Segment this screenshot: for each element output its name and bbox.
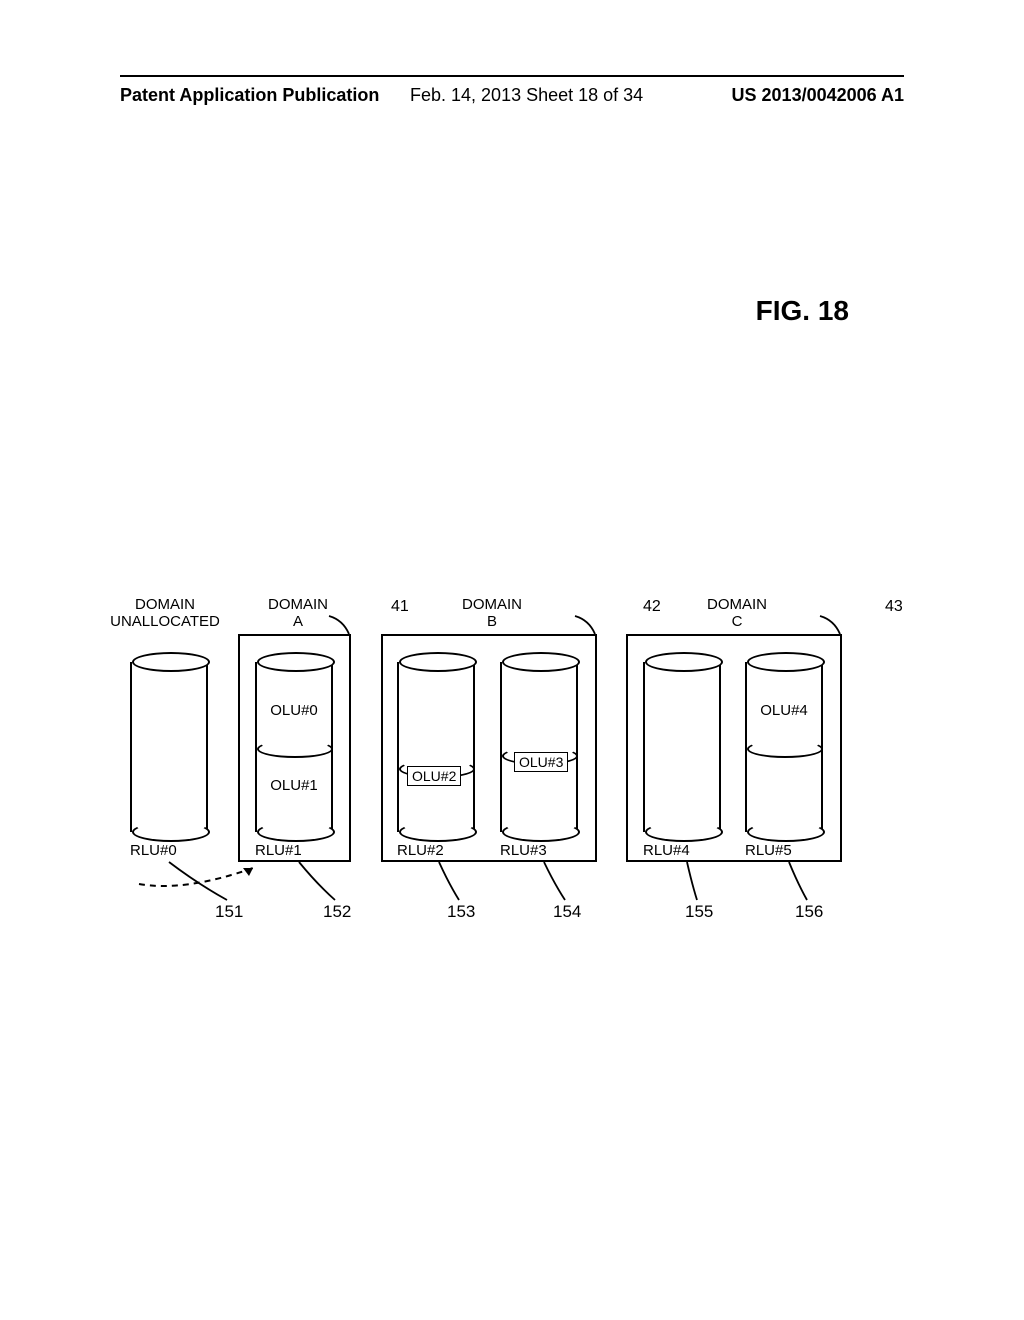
cylinder-bottom: [747, 822, 825, 842]
rlu-label: RLU#2: [397, 842, 475, 859]
olu-box-label: OLU#3: [514, 752, 568, 772]
header-rule: [120, 75, 904, 77]
cylinder: OLU#3: [500, 662, 578, 832]
cylinder-body: OLU#3: [500, 662, 578, 832]
cylinder-body: [643, 662, 721, 832]
figure-diagram: DOMAINUNALLOCATEDDOMAINADOMAINBDOMAINC41…: [95, 592, 935, 922]
cylinder-bottom: [502, 822, 580, 842]
header-left: Patent Application Publication: [120, 85, 379, 106]
olu-label: OLU#4: [747, 702, 821, 719]
domain-label: DOMAINB: [457, 596, 527, 631]
reference-number: 155: [685, 902, 713, 922]
header-right: US 2013/0042006 A1: [732, 85, 904, 106]
cylinder-top: [645, 652, 723, 672]
olu-box-label: OLU#2: [407, 766, 461, 786]
reference-number: 154: [553, 902, 581, 922]
olu-label: OLU#0: [257, 702, 331, 719]
cylinder-bottom: [399, 822, 477, 842]
cylinder-top: [502, 652, 580, 672]
cylinder-top: [257, 652, 335, 672]
leader-line: [540, 860, 575, 902]
cylinder-divider: [747, 740, 823, 758]
reference-number: 42: [643, 598, 661, 616]
figure-title: FIG. 18: [756, 295, 849, 327]
cylinder: OLU#4: [745, 662, 823, 832]
cylinder-body: [130, 662, 208, 832]
dashed-arrow: [135, 864, 265, 894]
reference-number: 152: [323, 902, 351, 922]
cylinder: [130, 662, 208, 832]
reference-number: 43: [885, 598, 903, 616]
rlu-label: RLU#1: [255, 842, 333, 859]
leader-line: [812, 614, 842, 644]
rlu-label: RLU#5: [745, 842, 823, 859]
cylinder-top: [132, 652, 210, 672]
reference-number: 41: [391, 598, 409, 616]
cylinder: OLU#2: [397, 662, 475, 832]
olu-label: OLU#1: [257, 777, 331, 794]
domain-unallocated-label: DOMAINUNALLOCATED: [100, 596, 230, 631]
cylinder-top: [399, 652, 477, 672]
reference-number: 153: [447, 902, 475, 922]
leader-line: [683, 860, 707, 902]
reference-number: 156: [795, 902, 823, 922]
rlu-label: RLU#0: [130, 842, 208, 859]
cylinder-body: OLU#0 OLU#1: [255, 662, 333, 832]
leader-line: [785, 860, 817, 902]
cylinder: [643, 662, 721, 832]
cylinder-bottom: [645, 822, 723, 842]
header-mid: Feb. 14, 2013 Sheet 18 of 34: [410, 85, 643, 106]
rlu-label: RLU#3: [500, 842, 578, 859]
cylinder-bottom: [132, 822, 210, 842]
cylinder-body: OLU#2: [397, 662, 475, 832]
leader-line: [435, 860, 469, 902]
leader-line: [321, 614, 351, 644]
cylinder: OLU#0 OLU#1: [255, 662, 333, 832]
leader-line: [567, 614, 597, 644]
cylinder-divider: [257, 740, 333, 758]
domain-label: DOMAINC: [702, 596, 772, 631]
reference-number: 151: [215, 902, 243, 922]
cylinder-body: OLU#4: [745, 662, 823, 832]
cylinder-top: [747, 652, 825, 672]
leader-line: [295, 860, 345, 902]
cylinder-bottom: [257, 822, 335, 842]
rlu-label: RLU#4: [643, 842, 721, 859]
